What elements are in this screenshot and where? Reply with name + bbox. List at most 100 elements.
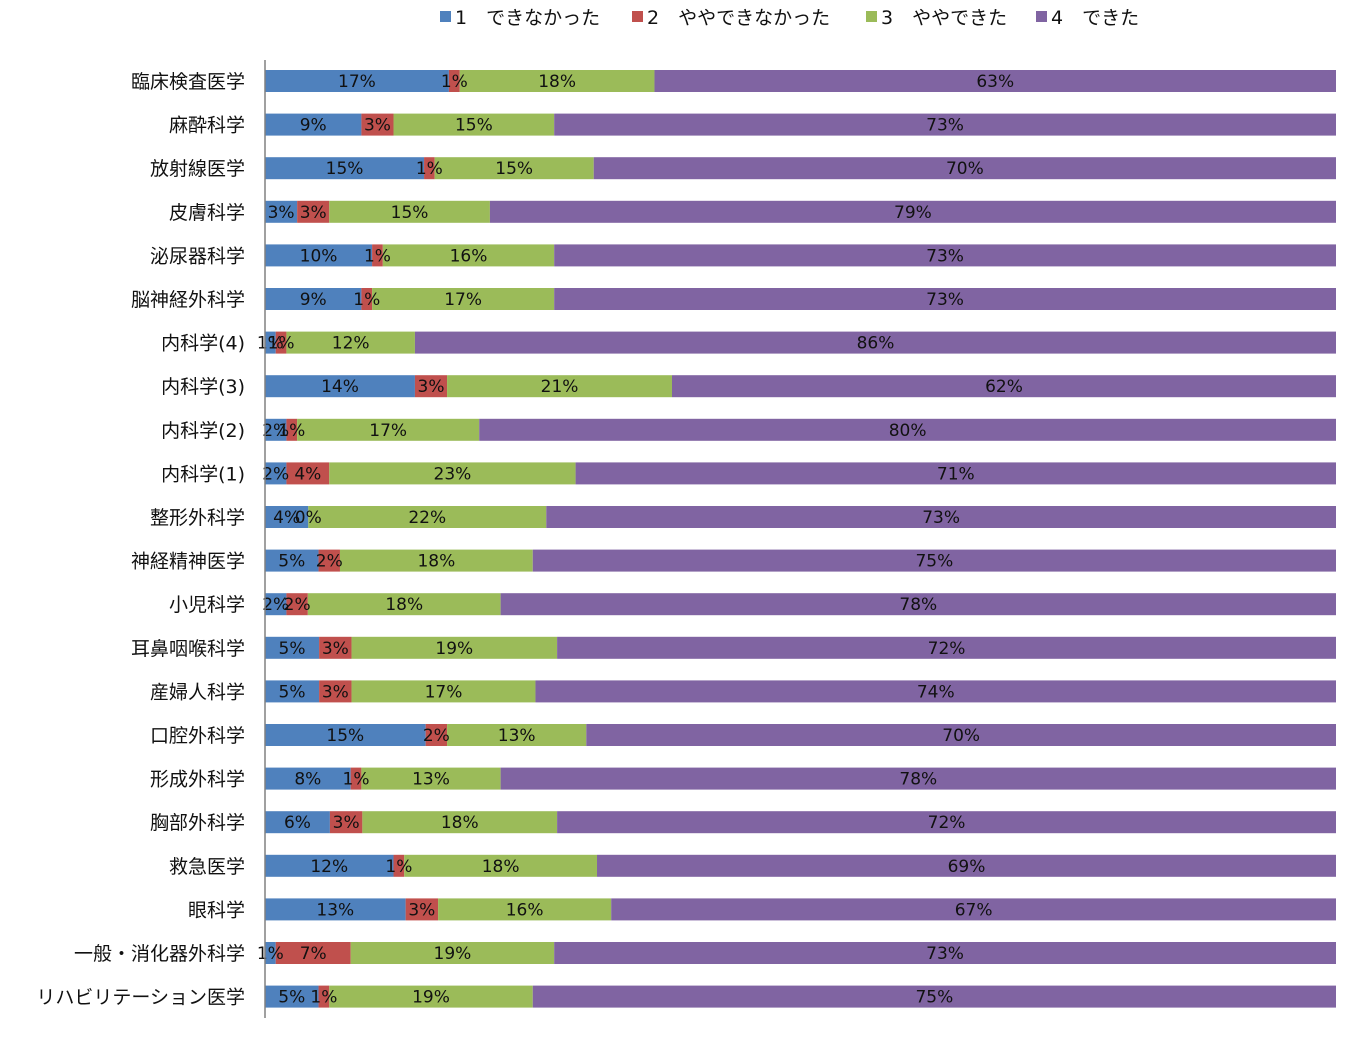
bar-segment-series-4: [546, 506, 1336, 528]
category-label: 皮膚科学: [169, 202, 245, 224]
data-label: 17%: [369, 421, 407, 441]
data-label: 1%: [257, 944, 284, 964]
data-label: 9%: [300, 116, 327, 136]
data-label: 16%: [450, 246, 488, 266]
bar-segment-series-2: [372, 244, 383, 267]
bar-segment-series-2: [361, 288, 373, 310]
bar-segment-series-3: [393, 113, 555, 136]
bar-segment-series-3: [447, 724, 587, 746]
data-label: 73%: [926, 116, 964, 136]
data-label: 4%: [273, 508, 300, 528]
data-label: 73%: [926, 290, 964, 310]
category-label: 一般・消化器外科学: [74, 943, 245, 965]
legend-swatch-2: [632, 11, 643, 22]
bar-segment-series-4: [500, 593, 1336, 616]
category-label: 放射線医学: [150, 158, 245, 180]
data-label: 78%: [899, 770, 937, 790]
legend-swatch-3: [866, 11, 877, 22]
bar-segment-series-4: [671, 375, 1336, 398]
bar-segment-series-2: [286, 593, 308, 616]
category-label: 形成外科学: [150, 769, 245, 791]
bar-segment-series-2: [361, 113, 394, 136]
data-label: 74%: [917, 682, 955, 702]
category-label: リハビリテーション医学: [36, 987, 245, 1009]
data-label: 3%: [322, 682, 349, 702]
bar-segment-series-2: [319, 680, 352, 703]
bar-segment-series-3: [382, 244, 555, 267]
plot-area: 17% 1% 18% 63%9% 3% 15% 73%15% 1% 15% 70%3% 3% 15% 7…: [257, 70, 1336, 1008]
data-label: 9%: [300, 290, 327, 310]
data-label: 71%: [937, 464, 975, 484]
bar-segment-series-2: [319, 636, 352, 659]
data-label: 72%: [928, 639, 966, 659]
data-label: 86%: [857, 334, 895, 354]
data-label: 2%: [262, 421, 289, 441]
bar-segment-series-4: [532, 985, 1336, 1008]
bar-segment-series-4: [597, 854, 1336, 877]
bar-segment-series-2: [318, 549, 340, 572]
bar-segment-series-4: [414, 331, 1336, 354]
bar-segment-series-1: [265, 200, 298, 223]
data-label: 1%: [416, 159, 443, 179]
bar-segment-series-4: [654, 70, 1336, 92]
bar-segment-series-1: [265, 767, 351, 790]
data-label: 75%: [915, 552, 953, 572]
bar-segment-series-1: [265, 244, 373, 267]
category-label: 眼科学: [188, 899, 245, 921]
category-label: 内科学(4): [161, 333, 245, 355]
bar-segment-series-4: [611, 898, 1336, 921]
bar-segment-series-1: [265, 898, 406, 921]
bar-segment-series-1: [265, 288, 362, 310]
category-label: 耳鼻咽喉科学: [131, 638, 245, 660]
category-label: 泌尿器科学: [150, 245, 245, 267]
category-label: 脳神経外科学: [131, 289, 245, 311]
data-label: 12%: [332, 334, 370, 354]
bar-segment-series-3: [307, 593, 501, 616]
bar-segment-series-3: [361, 767, 501, 790]
data-label: 12%: [310, 857, 348, 877]
data-label: 19%: [412, 988, 450, 1008]
bar-segment-series-2: [275, 331, 287, 354]
bar-segment-series-2: [414, 375, 448, 398]
data-label: 1%: [257, 334, 284, 354]
bar-segment-series-4: [593, 157, 1336, 180]
data-label: 8%: [294, 770, 321, 790]
bar-segment-series-1: [265, 506, 309, 528]
data-label: 3%: [322, 639, 349, 659]
data-label: 1%: [343, 770, 370, 790]
bar-segment-series-4: [554, 244, 1336, 267]
data-label: 80%: [889, 421, 927, 441]
bar-segment-series-2: [405, 898, 439, 921]
data-label: 13%: [498, 726, 536, 746]
data-label: 5%: [278, 552, 305, 572]
data-label: 1%: [353, 290, 380, 310]
data-label: 18%: [441, 813, 479, 833]
bar-segment-series-1: [265, 549, 319, 572]
bar-segment-series-3: [329, 985, 533, 1008]
data-label: 15%: [326, 159, 364, 179]
bar-segment-series-2: [448, 70, 460, 92]
data-label: 70%: [946, 159, 984, 179]
data-label: 16%: [506, 900, 544, 920]
bar-segment-series-2: [329, 811, 363, 834]
bar-segment-series-4: [554, 942, 1336, 964]
data-label: 73%: [926, 246, 964, 266]
legend-swatch-4: [1036, 11, 1047, 22]
bar-segment-series-1: [265, 418, 287, 441]
bar-segment-series-4: [532, 549, 1336, 572]
data-label: 3%: [408, 900, 435, 920]
data-label: 7%: [300, 944, 327, 964]
data-label: 1%: [364, 246, 391, 266]
data-label: 73%: [922, 508, 960, 528]
bar-segment-series-3: [438, 898, 612, 921]
data-label: 18%: [417, 552, 455, 572]
data-label: 5%: [279, 639, 306, 659]
bar-segment-series-1: [265, 157, 425, 180]
legend-label-1: 1 できなかった: [455, 7, 600, 29]
data-label: 15%: [326, 726, 364, 746]
category-label: 産婦人科学: [150, 681, 245, 703]
bar-segment-series-4: [557, 636, 1336, 659]
bar-segment-series-3: [447, 375, 672, 398]
data-label: 17%: [425, 682, 463, 702]
bar-segment-series-4: [535, 680, 1336, 703]
